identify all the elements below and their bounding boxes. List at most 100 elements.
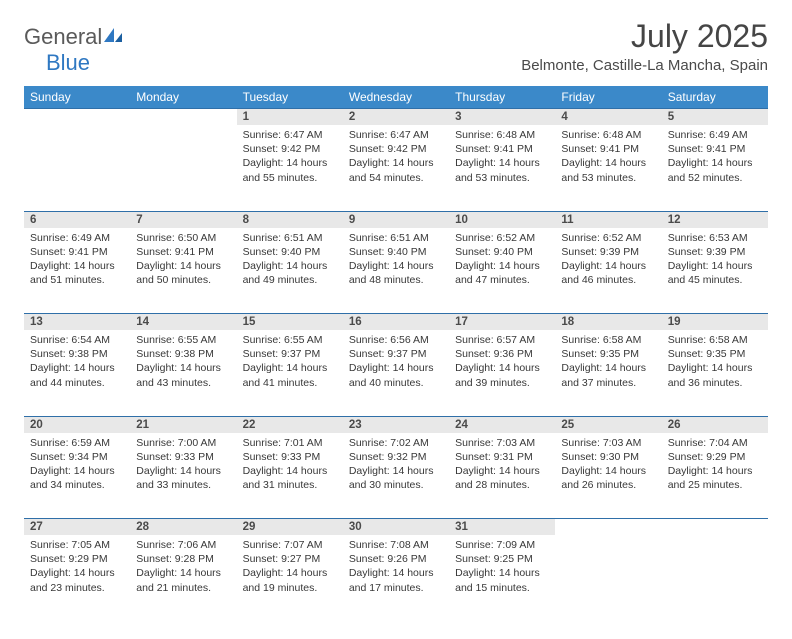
sunset-line: Sunset: 9:39 PM: [668, 245, 762, 259]
sunset-line: Sunset: 9:26 PM: [349, 552, 443, 566]
daylight-line: Daylight: 14 hours and 41 minutes.: [243, 361, 337, 389]
daylight-line: Daylight: 14 hours and 43 minutes.: [136, 361, 230, 389]
day-cell: Sunrise: 7:00 AMSunset: 9:33 PMDaylight:…: [130, 433, 236, 519]
daylight-line: Daylight: 14 hours and 54 minutes.: [349, 156, 443, 184]
week-3-content-row: Sunrise: 6:59 AMSunset: 9:34 PMDaylight:…: [24, 433, 768, 519]
brand-logo-text: General Blue: [24, 24, 124, 76]
sunrise-line: Sunrise: 6:49 AM: [668, 128, 762, 142]
day-header-monday: Monday: [130, 86, 236, 109]
daylight-line: Daylight: 14 hours and 50 minutes.: [136, 259, 230, 287]
day-number: 17: [449, 314, 555, 331]
day-number: 7: [130, 211, 236, 228]
day-number: 24: [449, 416, 555, 433]
day-cell: Sunrise: 6:54 AMSunset: 9:38 PMDaylight:…: [24, 330, 130, 416]
day-cell: Sunrise: 6:48 AMSunset: 9:41 PMDaylight:…: [555, 125, 661, 211]
sunrise-line: Sunrise: 6:58 AM: [668, 333, 762, 347]
sunset-line: Sunset: 9:37 PM: [349, 347, 443, 361]
sunrise-line: Sunrise: 6:57 AM: [455, 333, 549, 347]
page-header: General Blue July 2025 Belmonte, Castill…: [24, 18, 768, 76]
sunset-line: Sunset: 9:41 PM: [30, 245, 124, 259]
day-cell: Sunrise: 7:07 AMSunset: 9:27 PMDaylight:…: [237, 535, 343, 621]
day-number: 15: [237, 314, 343, 331]
sunrise-line: Sunrise: 6:55 AM: [136, 333, 230, 347]
empty-daynum: [662, 519, 768, 536]
week-0-content-row: Sunrise: 6:47 AM Sunset: 9:42 PM Daylight:…: [24, 125, 768, 211]
day-header-friday: Friday: [555, 86, 661, 109]
daylight-line: Daylight: 14 hours and 23 minutes.: [30, 566, 124, 594]
brand-logo: General Blue: [24, 24, 124, 76]
day-number: 9: [343, 211, 449, 228]
brand-word-1: General: [24, 24, 102, 49]
sunrise-line: Sunrise: 7:02 AM: [349, 436, 443, 450]
empty-cell: [130, 125, 236, 211]
sunset-line: Sunset: 9:29 PM: [668, 450, 762, 464]
brand-word-2: Blue: [46, 50, 90, 75]
sunrise-line: Sunrise: 6:50 AM: [136, 231, 230, 245]
day-number: 22: [237, 416, 343, 433]
daylight-line: Daylight: 14 hours and 36 minutes.: [668, 361, 762, 389]
daylight-line: Daylight: 14 hours and 52 minutes.: [668, 156, 762, 184]
sunrise-line: Sunrise: 6:59 AM: [30, 436, 124, 450]
sunset-line: Sunset: 9:29 PM: [30, 552, 124, 566]
sunrise-line: Sunrise: 6:51 AM: [349, 231, 443, 245]
daylight-line: Daylight: 14 hours and 49 minutes.: [243, 259, 337, 287]
day-cell: Sunrise: 7:09 AMSunset: 9:25 PMDaylight:…: [449, 535, 555, 621]
sunset-line: Sunset: 9:37 PM: [243, 347, 337, 361]
day-number: 30: [343, 519, 449, 536]
daylight-line: Daylight: 14 hours and 53 minutes.: [455, 156, 549, 184]
week-4-content-row: Sunrise: 7:05 AMSunset: 9:29 PMDaylight:…: [24, 535, 768, 621]
day-number: 29: [237, 519, 343, 536]
day-cell: Sunrise: 6:55 AMSunset: 9:38 PMDaylight:…: [130, 330, 236, 416]
daylight-line: Daylight: 14 hours and 47 minutes.: [455, 259, 549, 287]
sunrise-line: Sunrise: 7:05 AM: [30, 538, 124, 552]
daylight-line: Daylight: 14 hours and 40 minutes.: [349, 361, 443, 389]
sunrise-line: Sunrise: 7:03 AM: [455, 436, 549, 450]
daylight-line: Daylight: 14 hours and 44 minutes.: [30, 361, 124, 389]
day-cell: Sunrise: 7:03 AMSunset: 9:30 PMDaylight:…: [555, 433, 661, 519]
day-number: 12: [662, 211, 768, 228]
sunset-line: Sunset: 9:36 PM: [455, 347, 549, 361]
day-cell: Sunrise: 7:02 AMSunset: 9:32 PMDaylight:…: [343, 433, 449, 519]
sunrise-line: Sunrise: 6:56 AM: [349, 333, 443, 347]
day-cell: Sunrise: 6:56 AMSunset: 9:37 PMDaylight:…: [343, 330, 449, 416]
day-header-tuesday: Tuesday: [237, 86, 343, 109]
daylight-line: Daylight: 14 hours and 17 minutes.: [349, 566, 443, 594]
empty-cell: [24, 125, 130, 211]
sunrise-line: Sunrise: 6:47 AM: [349, 128, 443, 142]
sunrise-line: Sunrise: 7:01 AM: [243, 436, 337, 450]
sunrise-line: Sunrise: 7:08 AM: [349, 538, 443, 552]
day-number: 5: [662, 109, 768, 126]
sunset-line: Sunset: 9:38 PM: [136, 347, 230, 361]
day-number: 2: [343, 109, 449, 126]
sunset-line: Sunset: 9:25 PM: [455, 552, 549, 566]
day-cell: Sunrise: 7:08 AMSunset: 9:26 PMDaylight:…: [343, 535, 449, 621]
daylight-line: Daylight: 14 hours and 51 minutes.: [30, 259, 124, 287]
day-number: 20: [24, 416, 130, 433]
week-2-content-row: Sunrise: 6:54 AMSunset: 9:38 PMDaylight:…: [24, 330, 768, 416]
daylight-line: Daylight: 14 hours and 21 minutes.: [136, 566, 230, 594]
daylight-line: Daylight: 14 hours and 31 minutes.: [243, 464, 337, 492]
daylight-line: Daylight: 14 hours and 39 minutes.: [455, 361, 549, 389]
day-number: 21: [130, 416, 236, 433]
sunset-line: Sunset: 9:34 PM: [30, 450, 124, 464]
day-number: 11: [555, 211, 661, 228]
day-number: 8: [237, 211, 343, 228]
day-cell: Sunrise: 6:52 AMSunset: 9:40 PMDaylight:…: [449, 228, 555, 314]
day-number: 1: [237, 109, 343, 126]
sunset-line: Sunset: 9:31 PM: [455, 450, 549, 464]
day-cell: Sunrise: 6:49 AMSunset: 9:41 PMDaylight:…: [24, 228, 130, 314]
day-cell: Sunrise: 7:06 AMSunset: 9:28 PMDaylight:…: [130, 535, 236, 621]
day-cell: Sunrise: 6:51 AMSunset: 9:40 PMDaylight:…: [343, 228, 449, 314]
sunset-line: Sunset: 9:39 PM: [561, 245, 655, 259]
daylight-line: Daylight: 14 hours and 34 minutes.: [30, 464, 124, 492]
week-3-daynum-row: 20212223242526: [24, 416, 768, 433]
day-cell: Sunrise: 6:50 AMSunset: 9:41 PMDaylight:…: [130, 228, 236, 314]
sunset-line: Sunset: 9:42 PM: [243, 142, 337, 156]
day-number: 4: [555, 109, 661, 126]
daylight-line: Daylight: 14 hours and 19 minutes.: [243, 566, 337, 594]
sunset-line: Sunset: 9:40 PM: [349, 245, 443, 259]
day-cell: Sunrise: 7:01 AMSunset: 9:33 PMDaylight:…: [237, 433, 343, 519]
sunrise-line: Sunrise: 6:51 AM: [243, 231, 337, 245]
daylight-line: Daylight: 14 hours and 37 minutes.: [561, 361, 655, 389]
day-header-wednesday: Wednesday: [343, 86, 449, 109]
